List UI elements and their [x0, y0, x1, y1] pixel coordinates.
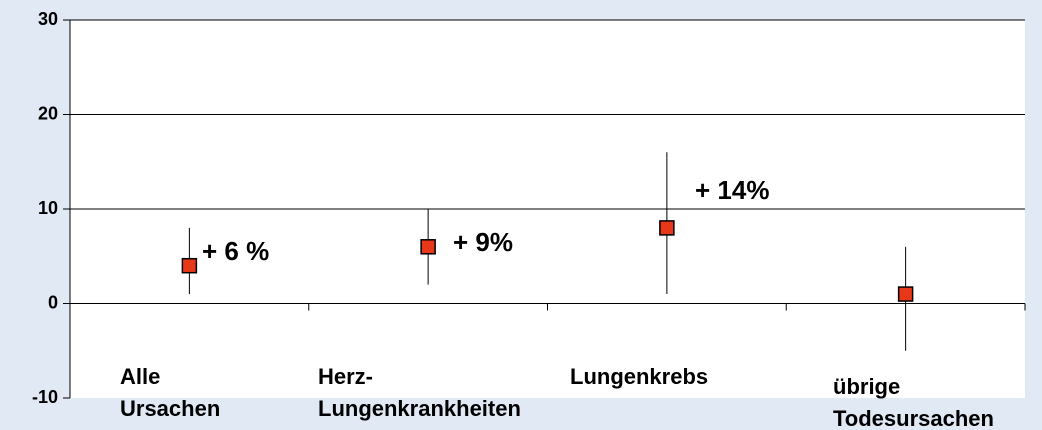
point-marker	[659, 220, 675, 236]
y-tick-label: -10	[32, 387, 58, 407]
point-marker	[420, 239, 436, 255]
point-marker	[897, 286, 914, 302]
x-category-label: Herz-	[318, 364, 373, 389]
y-tick-label: 20	[38, 103, 58, 123]
y-tick-label: 30	[38, 9, 58, 29]
annotation: + 6 %	[202, 236, 269, 266]
y-tick-label: 0	[48, 292, 58, 312]
point-marker	[181, 257, 198, 274]
x-category-label: Lungenkrebs	[570, 364, 708, 389]
annotation: + 14%	[695, 175, 769, 205]
y-tick-label: 10	[38, 198, 58, 218]
annotation: + 9%	[453, 227, 513, 257]
x-category-label: Ursachen	[120, 396, 220, 421]
x-category-label: Lungenkrankheiten	[318, 396, 521, 421]
x-category-label: Todesursachen	[833, 406, 994, 430]
x-category-label: übrige	[833, 374, 900, 399]
x-category-label: Alle	[120, 364, 160, 389]
